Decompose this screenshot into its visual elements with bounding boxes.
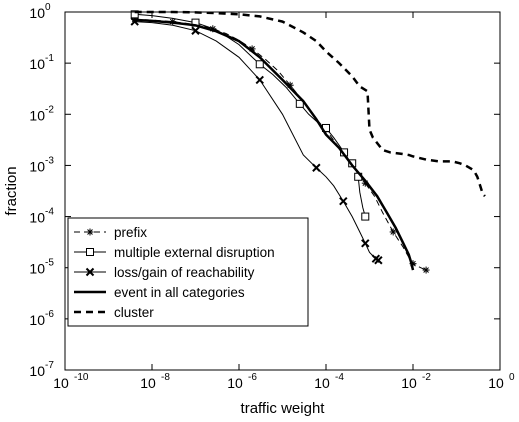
x-tick-exponent: 0 [509, 372, 515, 383]
y-tick-exponent: -1 [45, 53, 54, 64]
series-prefix-point [422, 266, 430, 274]
series-layer [130, 10, 486, 274]
legend-item: cluster [74, 305, 154, 320]
series-event-in-all-categories-line [134, 18, 415, 271]
y-tick-exponent: 0 [45, 2, 51, 13]
legend-label: prefix [114, 225, 147, 240]
y-tick-exponent: -7 [45, 360, 54, 371]
x-tick-exponent: -10 [74, 372, 89, 383]
x-tick-exponent: -4 [335, 372, 344, 383]
x-tick-label: 10 [314, 375, 330, 391]
series-loss-gain-of-reachability-line [134, 21, 379, 261]
series-loss-gain-of-reachability-point-stroke [339, 196, 348, 206]
y-tick-exponent: -4 [45, 207, 54, 218]
legend-item: multiple external disruption [74, 245, 275, 260]
series-cluster-line [134, 10, 486, 198]
y-tick-exponent: -3 [45, 155, 54, 166]
legend-marker-stroke [87, 229, 93, 235]
x-axis-title: traffic weight [241, 400, 326, 417]
series-multiple-external-disruption-point [255, 60, 264, 69]
legend: prefix multiple external disruption loss/g… [67, 217, 309, 327]
series-multiple-external-disruption-point [295, 99, 304, 108]
series-loss-gain-of-reachability-point-stroke [361, 239, 370, 248]
series-loss-gain-of-reachability-point-stroke [312, 163, 321, 172]
series-loss-gain-of-reachability-point [374, 256, 383, 265]
x-tick-label: 10 [227, 375, 243, 391]
legend-marker [85, 267, 95, 277]
y-axis-title: fraction [3, 166, 20, 215]
legend-items: prefix multiple external disruption loss/g… [74, 225, 275, 320]
series-loss-gain-of-reachability [130, 17, 383, 265]
series-prefix-point-stroke [423, 267, 429, 273]
y-tick-label: 10 [29, 312, 45, 328]
legend-item: loss/gain of reachability [74, 265, 255, 280]
x-tick-label: 10 [53, 375, 69, 391]
x-tick-label: 10 [140, 375, 156, 391]
y-tick-label: 10 [29, 158, 45, 174]
y-tick-label: 10 [29, 210, 45, 226]
series-multiple-external-disruption-point [130, 10, 139, 19]
plot-frame [64, 11, 501, 371]
y-tick-label: 10 [29, 107, 45, 123]
series-prefix-point-stroke [390, 229, 396, 235]
x-tick-exponent: -6 [248, 372, 257, 383]
y-tick-exponent: -6 [45, 309, 54, 320]
legend-label: event in all categories [114, 285, 245, 300]
legend-marker [86, 228, 94, 236]
y-tick-label: 10 [29, 56, 45, 72]
x-tick-label: 10 [488, 375, 504, 391]
series-loss-gain-of-reachability-point-stroke [255, 75, 264, 85]
series-multiple-external-disruption [130, 10, 370, 221]
y-tick-label: 10 [29, 261, 45, 277]
legend-label: multiple external disruption [114, 245, 275, 260]
legend-marker [86, 248, 94, 256]
legend-item: prefix [74, 225, 147, 240]
series-loss-gain-of-reachability-point [361, 239, 370, 248]
series-loss-gain-of-reachability-point-stroke [374, 256, 383, 265]
y-tick-label: 10 [29, 5, 45, 21]
series-loss-gain-of-reachability-point-stroke [191, 26, 200, 35]
series-cluster [134, 10, 486, 198]
x-tick-label: 10 [401, 375, 417, 391]
series-loss-gain-of-reachability-point [191, 26, 200, 35]
y-tick-label: 10 [29, 363, 45, 379]
x-tick-exponent: -8 [161, 372, 170, 383]
series-event-in-all-categories [134, 18, 415, 271]
series-loss-gain-of-reachability-point [255, 75, 264, 85]
series-loss-gain-of-reachability-point [312, 163, 321, 172]
y-tick-exponent: -2 [45, 104, 54, 115]
legend-label: cluster [114, 305, 154, 320]
legend-item: event in all categories [74, 285, 245, 300]
x-tick-exponent: -2 [422, 372, 431, 383]
legend-marker-stroke [85, 267, 95, 277]
series-prefix-point [389, 228, 397, 236]
series-multiple-external-disruption-point [361, 212, 370, 221]
y-tick-exponent: -5 [45, 258, 54, 269]
legend-box [67, 217, 309, 327]
series-loss-gain-of-reachability-point [339, 196, 348, 206]
legend-label: loss/gain of reachability [114, 265, 255, 280]
